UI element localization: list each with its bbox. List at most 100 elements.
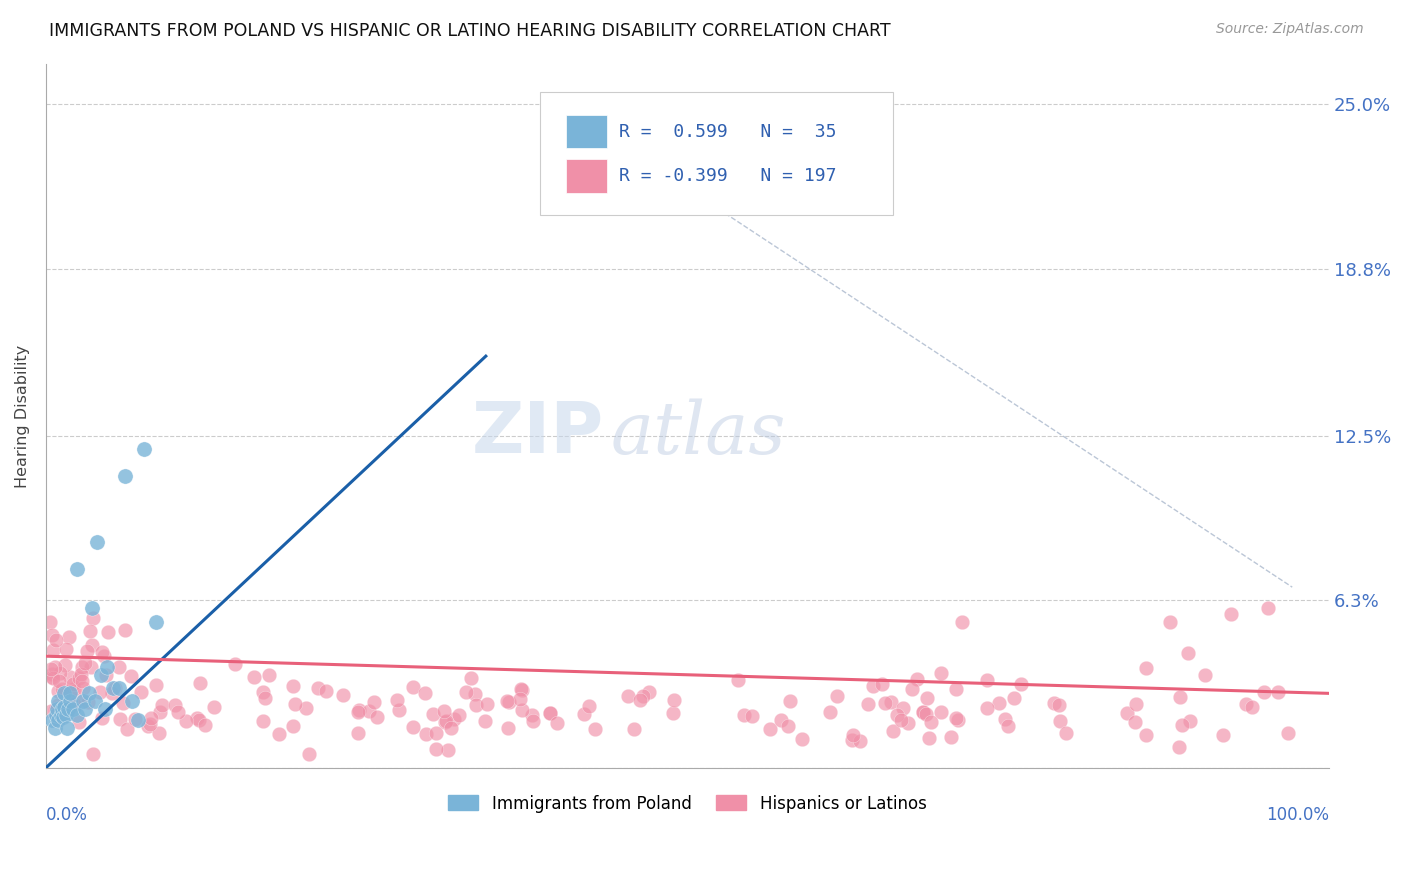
Bar	[565, 159, 606, 193]
Point	[42, 671, 65, 685]
Point	[114, 468, 136, 483]
Point	[138, 717, 160, 731]
Point	[129, 685, 152, 699]
Point	[79, 624, 101, 639]
Point	[346, 705, 368, 719]
Point	[252, 714, 274, 728]
Point	[82, 747, 104, 762]
Point	[1159, 615, 1181, 629]
Point	[93, 702, 115, 716]
Point	[1178, 714, 1201, 728]
Point	[41, 628, 63, 642]
Point	[465, 698, 488, 712]
Text: 100.0%: 100.0%	[1265, 806, 1329, 824]
Point	[52, 710, 75, 724]
Point	[509, 692, 531, 706]
Point	[174, 714, 197, 728]
Point	[72, 694, 94, 708]
Point	[86, 535, 108, 549]
Point	[58, 630, 80, 644]
Point	[870, 677, 893, 691]
Point	[70, 666, 93, 681]
Point	[51, 682, 73, 697]
Point	[188, 713, 211, 727]
Point	[267, 727, 290, 741]
Point	[882, 724, 904, 739]
Point	[538, 706, 561, 721]
Point	[46, 698, 69, 712]
Point	[905, 672, 928, 686]
Point	[939, 730, 962, 744]
Point	[90, 711, 112, 725]
Point	[39, 662, 62, 676]
Point	[49, 707, 72, 722]
Text: R =  0.599   N =  35: R = 0.599 N = 35	[620, 122, 837, 141]
Point	[108, 659, 131, 673]
Point	[76, 695, 98, 709]
Point	[65, 561, 87, 575]
Point	[46, 702, 69, 716]
Point	[1194, 667, 1216, 681]
Point	[165, 698, 187, 712]
Point	[1241, 699, 1264, 714]
Point	[100, 686, 122, 700]
Point	[388, 703, 411, 717]
Point	[76, 644, 98, 658]
Point	[55, 707, 77, 722]
Point	[307, 681, 329, 695]
Point	[422, 707, 444, 722]
Point	[929, 666, 952, 681]
Point	[1116, 706, 1139, 720]
Point	[495, 693, 517, 707]
Point	[825, 689, 848, 703]
Point	[385, 692, 408, 706]
Point	[1135, 728, 1157, 742]
Point	[520, 708, 543, 723]
Point	[139, 711, 162, 725]
Point	[842, 728, 865, 742]
Point	[918, 731, 941, 745]
Point	[60, 683, 83, 698]
Text: Source: ZipAtlas.com: Source: ZipAtlas.com	[1216, 22, 1364, 37]
Point	[52, 702, 75, 716]
Point	[1043, 696, 1066, 710]
Point	[1170, 690, 1192, 705]
Point	[1125, 697, 1147, 711]
Point	[1123, 714, 1146, 729]
Point	[447, 708, 470, 723]
Point	[987, 696, 1010, 710]
Point	[72, 681, 94, 695]
Point	[347, 725, 370, 739]
Point	[49, 666, 72, 681]
Point	[510, 682, 533, 697]
Point	[284, 697, 307, 711]
Point	[475, 697, 498, 711]
Point	[522, 714, 544, 728]
Point	[90, 645, 112, 659]
Point	[1010, 677, 1032, 691]
Point	[82, 638, 104, 652]
Point	[363, 695, 385, 709]
Point	[1257, 601, 1279, 615]
Point	[572, 707, 595, 722]
Point	[976, 673, 998, 688]
Point	[254, 690, 277, 705]
Point	[631, 689, 654, 703]
Point	[886, 707, 908, 722]
Point	[315, 684, 337, 698]
Point	[45, 707, 67, 722]
Point	[790, 731, 813, 746]
Point	[875, 696, 897, 710]
Point	[1135, 661, 1157, 675]
Text: 0.0%: 0.0%	[46, 806, 87, 824]
Point	[402, 720, 425, 734]
Point	[120, 669, 142, 683]
Point	[67, 671, 90, 685]
Point	[41, 670, 63, 684]
Point	[38, 615, 60, 629]
Point	[148, 726, 170, 740]
Point	[538, 706, 561, 721]
Point	[59, 694, 82, 708]
Point	[779, 693, 801, 707]
Point	[75, 657, 97, 671]
